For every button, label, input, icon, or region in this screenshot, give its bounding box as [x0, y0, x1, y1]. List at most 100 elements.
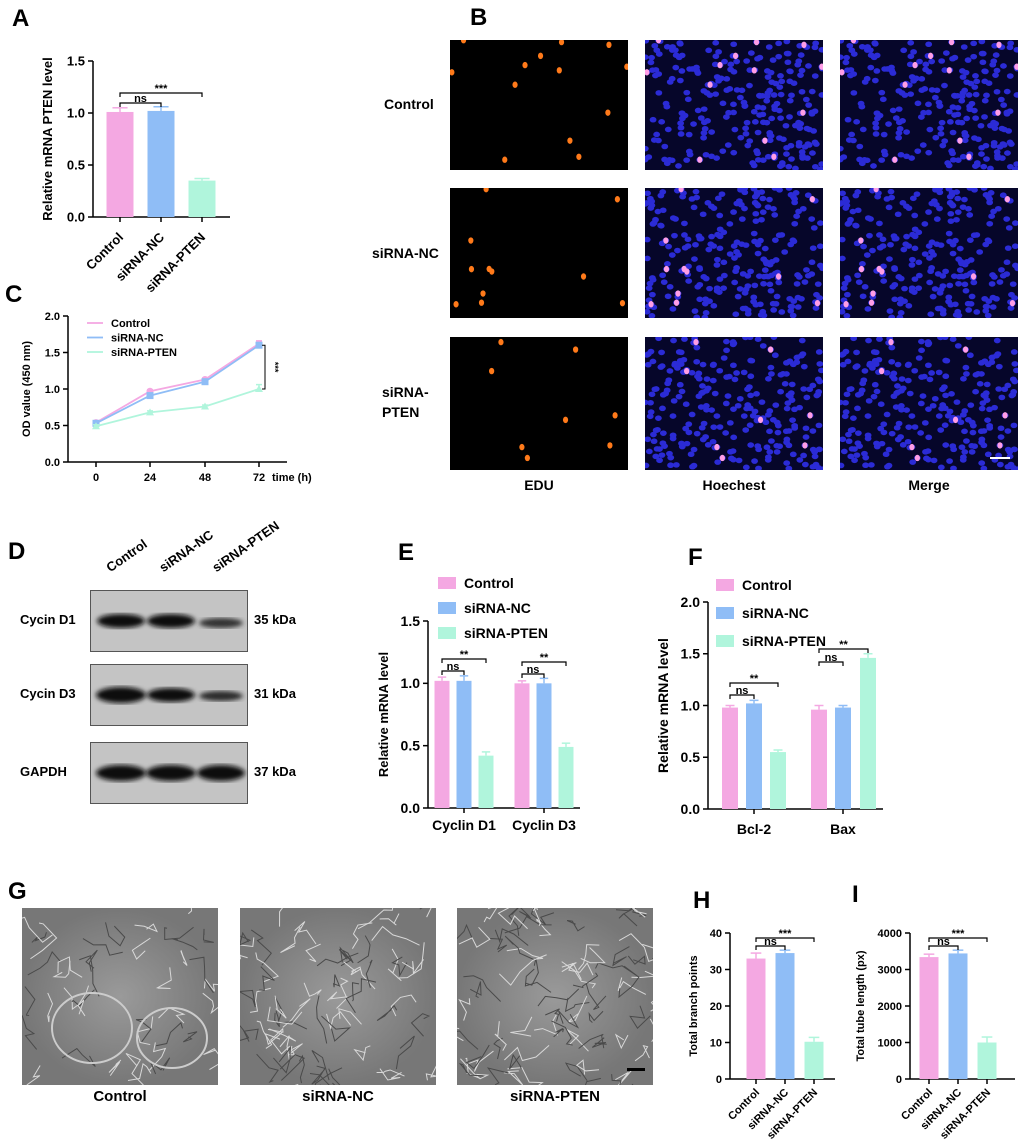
bar	[746, 958, 766, 1079]
legend-label: siRNA-PTEN	[742, 633, 826, 649]
tube-formation-image	[22, 908, 218, 1085]
y-tick-label: 0.0	[401, 800, 421, 816]
y-axis-title: Total tube length (px)	[855, 950, 867, 1061]
x-tick-label: 24	[144, 472, 157, 484]
x-tick-label: Bcl-2	[737, 821, 771, 837]
x-tick-label: 72	[253, 472, 265, 484]
edu-image	[450, 188, 628, 318]
y-tick-label: 20	[710, 1001, 722, 1013]
significance-label: **	[540, 652, 549, 664]
significance-bracket	[818, 661, 844, 666]
significance-bracket	[755, 937, 815, 942]
row-label: siRNA-PTEN	[382, 384, 429, 420]
data-point	[201, 402, 209, 410]
y-tick-label: 0.0	[45, 457, 60, 469]
bar	[919, 957, 939, 1079]
significance-label: ***	[155, 83, 169, 95]
significance-bracket	[521, 661, 567, 666]
legend-label: siRNA-NC	[464, 600, 531, 616]
bar	[434, 680, 450, 808]
row-label: siRNA-NC	[372, 245, 439, 261]
merge-image	[840, 337, 1018, 470]
bar	[775, 953, 795, 1079]
y-tick-label: 3000	[878, 964, 902, 976]
band-size: 37 kDa	[254, 764, 296, 779]
hoechst-image	[645, 337, 823, 470]
significance-label: ns	[825, 652, 838, 664]
image-label: siRNA-NC	[302, 1088, 374, 1105]
edu-image	[450, 337, 628, 470]
blot-gapdh	[90, 742, 248, 804]
legend-swatch	[438, 602, 456, 614]
significance-bracket	[521, 673, 545, 678]
y-axis-title: Relative mRNA level	[655, 638, 671, 773]
bar	[811, 709, 827, 809]
legend-label: Control	[111, 318, 150, 330]
x-tick-label: 0	[93, 472, 99, 484]
image-label: siRNA-PTEN	[509, 1088, 600, 1105]
significance-label: ***	[952, 928, 966, 940]
bar	[860, 657, 876, 809]
y-tick-label: 0	[896, 1074, 902, 1086]
significance-label: **	[750, 673, 759, 685]
y-axis-title: Relative mRNA level	[376, 652, 391, 777]
panel-label: E	[398, 539, 414, 566]
row-label: Control	[384, 96, 434, 112]
bar	[514, 683, 530, 808]
bar	[977, 1042, 997, 1079]
legend-swatch	[716, 579, 734, 591]
y-tick-label: 1.5	[401, 613, 421, 629]
image-label: Control	[93, 1088, 147, 1105]
significance-bracket	[119, 92, 203, 97]
x-tick-label: 48	[199, 472, 211, 484]
panel-label-g: G	[8, 878, 27, 905]
significance-label: **	[460, 649, 469, 661]
y-tick-label: 1.0	[45, 384, 60, 396]
y-tick-label: 0	[716, 1074, 722, 1086]
band-size: 31 kDa	[254, 686, 296, 701]
data-point	[146, 392, 154, 400]
significance-bracket	[262, 344, 266, 390]
y-tick-label: 0.0	[681, 801, 701, 817]
panel-label: H	[693, 887, 710, 914]
significance-label: ns	[937, 936, 950, 948]
y-tick-label: 2.0	[681, 594, 701, 610]
bar	[804, 1041, 824, 1079]
y-tick-label: 1.0	[681, 697, 701, 713]
series-line	[95, 388, 260, 428]
data-point	[255, 385, 263, 392]
significance-label: ns	[527, 664, 540, 676]
legend-swatch	[438, 627, 456, 639]
significance-bracket	[755, 945, 786, 950]
scale-bar	[990, 457, 1010, 459]
series-line	[95, 342, 260, 424]
blot-cyclin-d3	[90, 664, 248, 726]
significance-label: ns	[447, 661, 460, 673]
band-name: GAPDH	[20, 764, 67, 779]
significance-label: ***	[270, 362, 280, 373]
y-tick-label: 1.5	[45, 347, 60, 359]
significance-label: ns	[764, 936, 777, 948]
band-name: Cycin D3	[20, 686, 76, 701]
panel-label-b: B	[470, 4, 488, 31]
y-tick-label: 0.5	[681, 749, 701, 765]
column-label: Merge	[908, 477, 950, 493]
y-tick-label: 1.5	[67, 54, 85, 69]
bar	[106, 111, 134, 217]
significance-label: ns	[134, 93, 147, 105]
legend-label: Control	[464, 575, 514, 591]
y-axis-title: Relative mRNA PTEN level	[40, 57, 55, 221]
y-tick-label: 0.5	[45, 420, 60, 432]
bar	[147, 110, 175, 217]
bar	[536, 683, 552, 808]
y-tick-label: 1000	[878, 1037, 902, 1049]
y-tick-label: 40	[710, 928, 722, 940]
data-point	[201, 378, 209, 386]
panel-label: C	[5, 281, 22, 308]
data-point	[255, 341, 263, 349]
x-tick-label: Bax	[830, 821, 856, 837]
data-point	[92, 422, 100, 430]
legend-label: siRNA-NC	[111, 333, 164, 345]
